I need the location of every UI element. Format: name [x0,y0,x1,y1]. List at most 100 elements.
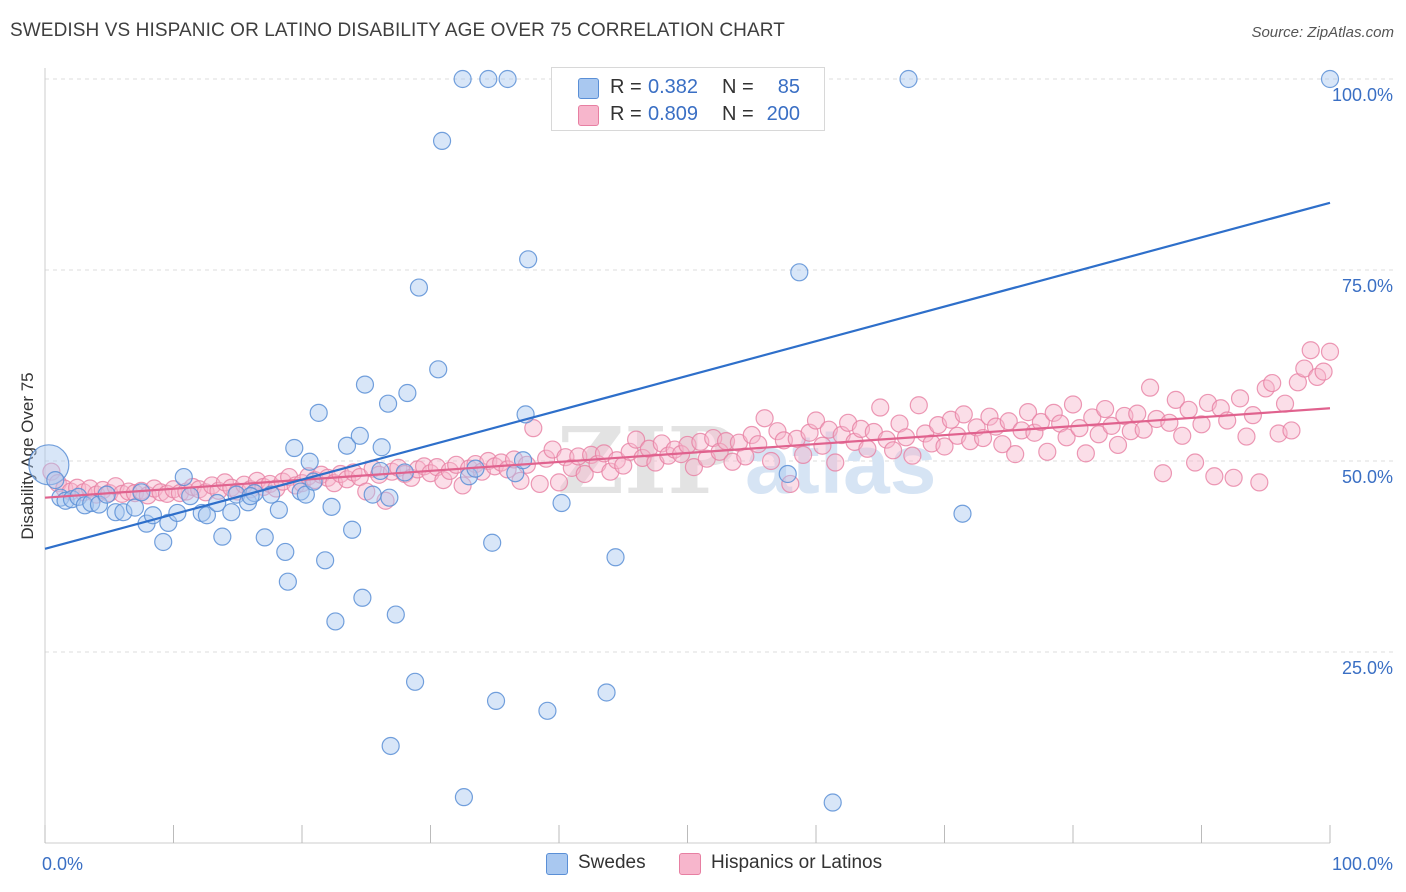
swedes-point [106,503,125,522]
swedes-point [381,736,400,756]
hispanics-point [1089,425,1108,444]
hispanics-point [42,462,61,481]
x-tick-label: 0.0% [42,854,83,874]
swedes-point [262,485,281,504]
swedes-point [269,500,288,519]
swedes-point [823,793,842,812]
hispanics-point [1057,428,1076,447]
hispanics-point [684,458,704,477]
hispanics-point [1173,426,1192,445]
swedes-point [322,497,341,516]
hispanics-point [1076,444,1095,463]
swedes-point [343,520,362,539]
swedes-swatch [578,78,599,99]
hispanics-point [806,411,826,430]
swedes-point [429,360,448,379]
hispanics-swatch [578,105,599,126]
hispanics-point [954,405,973,424]
swedes-point [89,495,109,514]
swedes-point [337,436,357,455]
swedes-point [479,69,498,89]
hispanics-point [1192,415,1211,434]
swedes-trend-line [44,201,1331,550]
swedes-point [597,683,616,702]
hispanics-point [761,451,781,471]
stats-row-hispanics: R = 0.809 N = 200 [552,102,824,128]
hispanics-point [1166,390,1185,409]
swedes-point [309,403,328,422]
swedes-point [125,498,145,517]
hispanics-point [1128,404,1147,423]
watermark-atlas: atlas [745,417,936,511]
swedes-point [1320,69,1340,89]
hispanics-point [1083,408,1102,427]
swedes-point [276,542,295,562]
hispanics-point [1282,421,1301,440]
hispanics-point [434,471,453,490]
swedes-point [398,383,417,403]
swedes-point [372,438,391,457]
hispanics-point [813,436,832,455]
r-value: 0.809 [648,103,699,125]
chart-title: SWEDISH VS HISPANIC OR LATINO DISABILITY… [10,20,785,41]
n-label: N = [722,103,754,125]
r-label: R = [610,76,642,98]
hispanics-point [871,398,890,417]
hispanics-point [826,453,845,472]
hispanics-point [1108,435,1128,455]
swedes-point [291,482,310,501]
hispanics-point [1031,412,1050,432]
swedes-point [486,691,506,710]
swedes-point [181,487,200,506]
x-tick-label: 100.0% [1332,854,1393,874]
hispanics-point [742,425,761,445]
swedes-point [278,572,297,591]
swedes-point [899,69,918,89]
swedes-point [300,452,319,471]
hispanics-point [749,435,768,454]
swedes-point [285,438,304,458]
hispanics-point [1314,362,1333,381]
hispanics-point [1018,403,1038,422]
swedes-point [454,788,474,807]
hispanics-point [980,407,999,426]
swedes-point [255,528,274,547]
swedes-point [432,131,452,150]
swedes-point [353,588,372,607]
hispanics-point [1044,403,1063,422]
hispanics-point [1230,389,1250,408]
hispanics-trend-line [44,407,1331,499]
swedes-point [326,612,345,631]
swedes-point [380,488,399,507]
hispanics-point [1160,413,1179,432]
hispanics-point [1250,473,1269,492]
swedes-point [46,471,65,490]
swedes-point [538,701,557,720]
hispanics-point [1102,416,1121,435]
swedes-point [222,503,241,522]
hispanics-point [1140,378,1160,397]
hispanics-point [1038,442,1057,461]
hispanics-point [1263,373,1282,393]
hispanics-point [1320,342,1340,361]
hispanics-point [524,419,543,438]
swedes-point [498,69,517,89]
legend-label: Swedes [578,852,646,873]
swedes-point [790,263,809,282]
stats-legend: R = 0.382 N = 85 R = 0.809 N = 200 [551,67,825,131]
swedes-point [316,551,335,570]
hispanics-point [1295,359,1314,378]
hispanics-point [530,474,549,494]
y-tick-label: 25.0% [1342,658,1393,678]
swedes-point [197,506,217,525]
swedes-point [114,503,133,522]
n-value: 85 [777,76,800,98]
legend-label: Hispanics or Latinos [711,852,883,873]
swedes-legend-swatch [546,853,568,875]
r-label: R = [610,103,642,125]
r-value: 0.382 [648,76,699,98]
hispanics-point [549,473,569,492]
hispanics-point [626,430,646,449]
swedes-point [386,605,405,624]
